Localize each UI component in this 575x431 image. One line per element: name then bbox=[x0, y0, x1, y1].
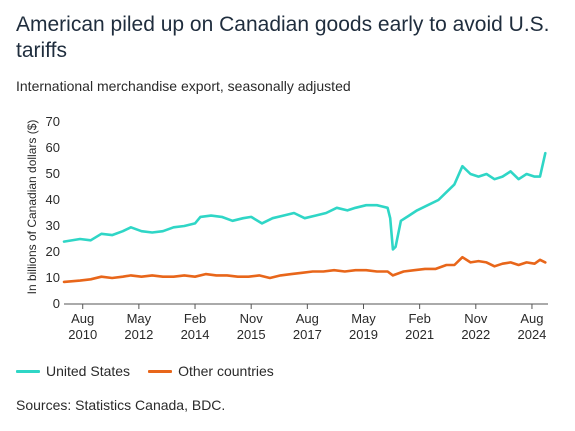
legend-item-us: United States bbox=[16, 363, 130, 379]
x-axis-ticks: Aug2010May2012Feb2014Nov2015Aug2017May20… bbox=[68, 304, 546, 342]
x-tick-year: 2012 bbox=[124, 327, 153, 342]
x-tick-year: 2022 bbox=[461, 327, 490, 342]
y-tick-label: 60 bbox=[46, 140, 60, 155]
x-tick-month: Feb bbox=[408, 311, 430, 326]
y-tick-label: 50 bbox=[46, 166, 60, 181]
legend: United States Other countries bbox=[16, 362, 292, 380]
legend-label-other: Other countries bbox=[178, 363, 274, 379]
y-axis-title: In billions of Canadian dollars ($) bbox=[25, 120, 39, 295]
y-tick-label: 0 bbox=[53, 296, 60, 311]
x-tick-month: May bbox=[127, 311, 152, 326]
legend-item-other: Other countries bbox=[148, 363, 274, 379]
series-layer bbox=[62, 151, 547, 284]
x-tick-month: Aug bbox=[71, 311, 94, 326]
y-axis-ticks: 0 10 20 30 40 50 60 70 bbox=[46, 114, 60, 311]
legend-label-us: United States bbox=[46, 363, 131, 379]
x-tick-year: 2021 bbox=[405, 327, 434, 342]
legend-swatch-us bbox=[16, 369, 40, 373]
y-tick-label: 20 bbox=[46, 244, 60, 259]
y-tick-label: 70 bbox=[46, 114, 60, 129]
x-tick-year: 2019 bbox=[349, 327, 378, 342]
source-note: Sources: Statistics Canada, BDC. bbox=[16, 397, 226, 413]
y-tick-label: 40 bbox=[46, 192, 60, 207]
y-tick-label: 10 bbox=[46, 270, 60, 285]
x-tick-year: 2015 bbox=[237, 327, 266, 342]
x-tick-year: 2024 bbox=[517, 327, 546, 342]
x-tick-month: Nov bbox=[464, 311, 488, 326]
chart-title: American piled up on Canadian goods earl… bbox=[16, 13, 550, 62]
x-tick-month: Feb bbox=[184, 311, 206, 326]
x-tick-month: Aug bbox=[520, 311, 543, 326]
y-tick-label: 30 bbox=[46, 218, 60, 233]
x-tick-month: May bbox=[351, 311, 376, 326]
series-line-other bbox=[62, 255, 547, 284]
x-tick-month: Nov bbox=[240, 311, 264, 326]
x-tick-year: 2014 bbox=[181, 327, 210, 342]
x-tick-month: Aug bbox=[296, 311, 319, 326]
legend-swatch-other bbox=[148, 369, 173, 373]
x-tick-year: 2017 bbox=[293, 327, 322, 342]
series-line-us bbox=[62, 151, 547, 251]
chart-subtitle: International merchandise export, season… bbox=[16, 78, 351, 94]
x-tick-year: 2010 bbox=[68, 327, 97, 342]
